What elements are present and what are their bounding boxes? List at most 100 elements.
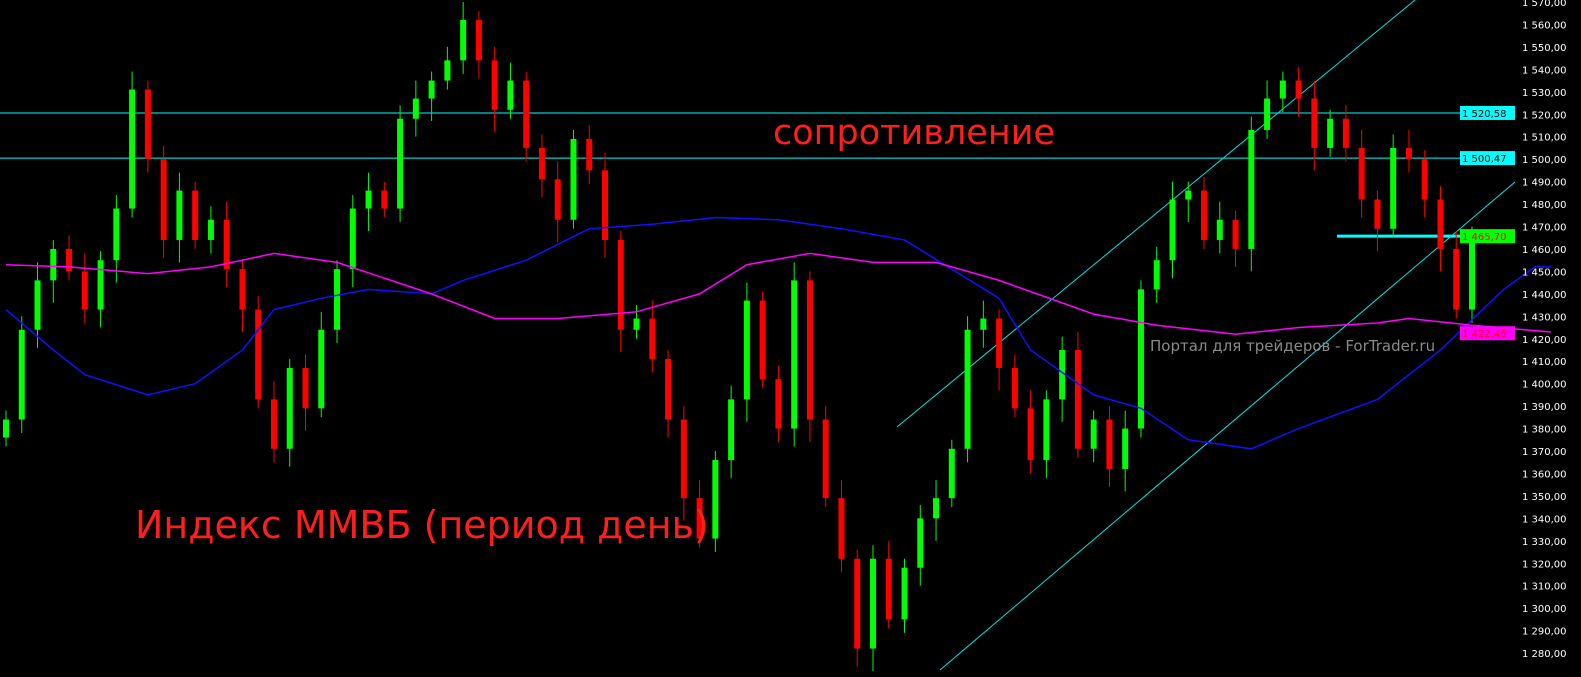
bull-candle[interactable] xyxy=(917,518,924,568)
bull-candle[interactable] xyxy=(97,260,104,310)
bear-candle[interactable] xyxy=(523,80,530,148)
bull-candle[interactable] xyxy=(901,567,908,620)
bear-candle[interactable] xyxy=(1453,248,1460,310)
bull-candle[interactable] xyxy=(1248,129,1255,249)
bear-candle[interactable] xyxy=(680,419,687,499)
bear-candle[interactable] xyxy=(1358,147,1365,200)
bull-candle[interactable] xyxy=(1169,199,1176,261)
bear-candle[interactable] xyxy=(1011,367,1018,409)
bull-candle[interactable] xyxy=(633,318,640,330)
bull-candle[interactable] xyxy=(18,329,25,420)
bear-candle[interactable] xyxy=(1295,80,1302,99)
bull-candle[interactable] xyxy=(50,248,57,281)
bull-candle[interactable] xyxy=(349,208,356,270)
bull-candle[interactable] xyxy=(791,280,798,429)
bear-candle[interactable] xyxy=(1232,219,1239,249)
bear-candle[interactable] xyxy=(255,309,262,400)
bear-candle[interactable] xyxy=(538,147,545,180)
bear-candle[interactable] xyxy=(270,399,277,449)
bull-candle[interactable] xyxy=(1390,147,1397,229)
bear-candle[interactable] xyxy=(491,60,498,110)
bear-candle[interactable] xyxy=(1405,147,1412,160)
bull-candle[interactable] xyxy=(1185,190,1192,200)
bull-candle[interactable] xyxy=(318,329,325,409)
y-tick-label: 1 460,00 xyxy=(1522,245,1567,256)
bear-candle[interactable] xyxy=(381,190,388,209)
bull-candle[interactable] xyxy=(1137,289,1144,429)
bull-candle[interactable] xyxy=(34,280,41,330)
bear-candle[interactable] xyxy=(996,318,1003,368)
bull-candle[interactable] xyxy=(412,98,419,119)
bear-candle[interactable] xyxy=(144,89,151,160)
bull-candle[interactable] xyxy=(743,300,750,400)
bull-candle[interactable] xyxy=(1216,219,1223,240)
bull-candle[interactable] xyxy=(397,118,404,209)
bear-candle[interactable] xyxy=(775,379,782,429)
bear-candle[interactable] xyxy=(885,558,892,620)
bear-candle[interactable] xyxy=(649,318,656,359)
bull-candle[interactable] xyxy=(1469,235,1475,310)
bear-candle[interactable] xyxy=(1106,419,1113,469)
bear-candle[interactable] xyxy=(554,179,561,220)
bull-candle[interactable] xyxy=(207,219,214,240)
bull-candle[interactable] xyxy=(444,60,451,81)
bull-candle[interactable] xyxy=(869,558,876,649)
bull-candle[interactable] xyxy=(113,208,120,261)
bull-candle[interactable] xyxy=(1279,80,1286,99)
bull-candle[interactable] xyxy=(129,89,136,209)
channel-upper-line[interactable] xyxy=(896,0,1416,428)
moving-average-magenta[interactable] xyxy=(5,252,1551,336)
bull-candle[interactable] xyxy=(980,318,987,330)
bull-candle[interactable] xyxy=(1090,419,1097,449)
bull-candle[interactable] xyxy=(933,498,940,519)
bear-candle[interactable] xyxy=(822,419,829,499)
bull-candle[interactable] xyxy=(570,138,577,220)
bear-candle[interactable] xyxy=(160,159,167,240)
bear-candle[interactable] xyxy=(1342,118,1349,148)
bear-candle[interactable] xyxy=(302,367,309,409)
channel-lower-line[interactable] xyxy=(939,181,1516,671)
bear-candle[interactable] xyxy=(617,239,624,330)
bear-candle[interactable] xyxy=(1421,159,1428,200)
bull-candle[interactable] xyxy=(365,190,372,209)
bull-candle[interactable] xyxy=(507,80,514,110)
bull-candle[interactable] xyxy=(334,269,341,330)
bear-candle[interactable] xyxy=(1201,190,1208,240)
bear-candle[interactable] xyxy=(586,138,593,171)
bull-candle[interactable] xyxy=(428,80,435,99)
bull-candle[interactable] xyxy=(964,329,971,449)
bear-candle[interactable] xyxy=(602,170,609,240)
bear-candle[interactable] xyxy=(475,19,482,61)
bull-candle[interactable] xyxy=(1153,260,1160,290)
bull-candle[interactable] xyxy=(1122,428,1129,469)
bear-candle[interactable] xyxy=(838,498,845,559)
bear-candle[interactable] xyxy=(81,271,88,310)
bear-candle[interactable] xyxy=(223,219,230,270)
moving-average-blue[interactable] xyxy=(5,216,1551,450)
bear-candle[interactable] xyxy=(192,190,199,240)
bull-candle[interactable] xyxy=(1327,118,1334,148)
bull-candle[interactable] xyxy=(948,448,955,499)
bear-candle[interactable] xyxy=(806,280,813,420)
bull-candle[interactable] xyxy=(1043,399,1050,460)
bear-candle[interactable] xyxy=(1027,408,1034,460)
bull-candle[interactable] xyxy=(712,459,719,539)
bear-candle[interactable] xyxy=(854,558,861,649)
bear-candle[interactable] xyxy=(1074,349,1081,449)
bull-candle[interactable] xyxy=(728,399,735,460)
bear-candle[interactable] xyxy=(665,358,672,420)
bear-candle[interactable] xyxy=(1437,199,1444,249)
bull-candle[interactable] xyxy=(1264,98,1271,130)
bull-candle[interactable] xyxy=(286,367,293,449)
bear-candle[interactable] xyxy=(1374,199,1381,229)
bear-candle[interactable] xyxy=(66,248,73,272)
bull-candle[interactable] xyxy=(460,19,467,61)
bull-candle[interactable] xyxy=(3,419,9,438)
bear-candle[interactable] xyxy=(239,269,246,310)
bull-candle[interactable] xyxy=(176,190,183,240)
bear-candle[interactable] xyxy=(696,498,703,539)
bull-candle[interactable] xyxy=(1059,349,1066,400)
bear-candle[interactable] xyxy=(1311,98,1318,148)
bear-candle[interactable] xyxy=(759,300,766,380)
